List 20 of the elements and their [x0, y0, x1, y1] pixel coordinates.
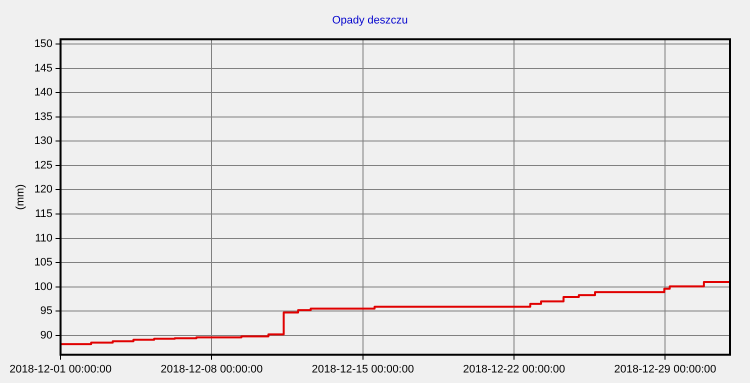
y-tick-label: 120 [34, 184, 53, 196]
y-tick-label: 140 [34, 86, 53, 99]
y-tick-label: 135 [34, 110, 53, 123]
y-tick-label: 130 [34, 135, 53, 148]
y-tick-label: 105 [34, 256, 53, 269]
y-tick-label: 100 [34, 280, 53, 293]
y-tick-label: 110 [35, 232, 53, 244]
y-tick-label: 115 [35, 208, 53, 220]
x-tick-label: 2018-12-15 00:00:00 [312, 363, 414, 376]
y-tick-label: 95 [40, 305, 53, 318]
x-tick-label: 2018-12-08 00:00:00 [160, 363, 263, 376]
y-tick-label: 145 [34, 62, 53, 74]
x-tick-label: 2018-12-22 00:00:00 [462, 363, 566, 376]
y-tick-label: 90 [40, 329, 53, 342]
y-axis-title: (mm) [14, 184, 27, 210]
y-tick-label: 150 [34, 38, 53, 50]
x-tick-label: 2018-12-29 00:00:00 [614, 363, 716, 376]
chart-title: Opady deszczu [332, 14, 408, 27]
y-tick-label: 125 [34, 159, 53, 172]
x-tick-label: 2018-12-01 00:00:00 [9, 363, 112, 376]
